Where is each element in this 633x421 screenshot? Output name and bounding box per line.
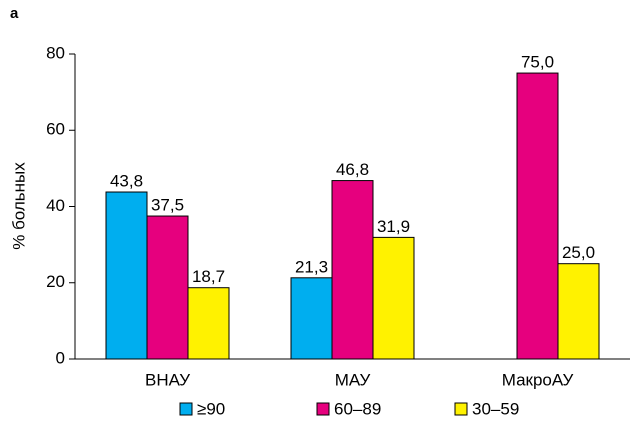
y-tick-label: 20: [46, 272, 65, 291]
bar: [516, 72, 559, 360]
value-label: 25,0: [562, 243, 595, 262]
y-tick-label: 80: [46, 43, 65, 62]
bar: [187, 287, 230, 360]
bar: [290, 277, 333, 360]
bar: [372, 236, 415, 360]
value-label: 75,0: [521, 53, 554, 72]
x-tick-label: ВНАУ: [145, 370, 190, 389]
legend-label: 30–59: [472, 399, 519, 418]
bar: [331, 180, 374, 360]
y-tick-label: 0: [56, 348, 65, 367]
y-tick-label: 60: [46, 120, 65, 139]
bar: [105, 191, 148, 360]
value-label: 37,5: [151, 196, 184, 215]
value-label: 21,3: [295, 257, 328, 276]
legend-swatch: [179, 402, 193, 416]
y-tick-label: 40: [46, 196, 65, 215]
panel-label: a: [10, 5, 19, 22]
value-label: 43,8: [110, 171, 143, 190]
legend-swatch: [454, 402, 468, 416]
bar: [146, 215, 189, 360]
value-label: 46,8: [336, 160, 369, 179]
y-axis-label: % больных: [9, 162, 28, 250]
bar: [557, 263, 600, 360]
legend-label: 60–89: [334, 399, 381, 418]
value-label: 18,7: [192, 267, 225, 286]
x-tick-label: МакроАУ: [502, 370, 574, 389]
x-tick-label: МАУ: [335, 370, 371, 389]
legend-swatch: [316, 402, 330, 416]
legend-label: ≥90: [197, 399, 225, 418]
value-label: 31,9: [377, 217, 410, 236]
